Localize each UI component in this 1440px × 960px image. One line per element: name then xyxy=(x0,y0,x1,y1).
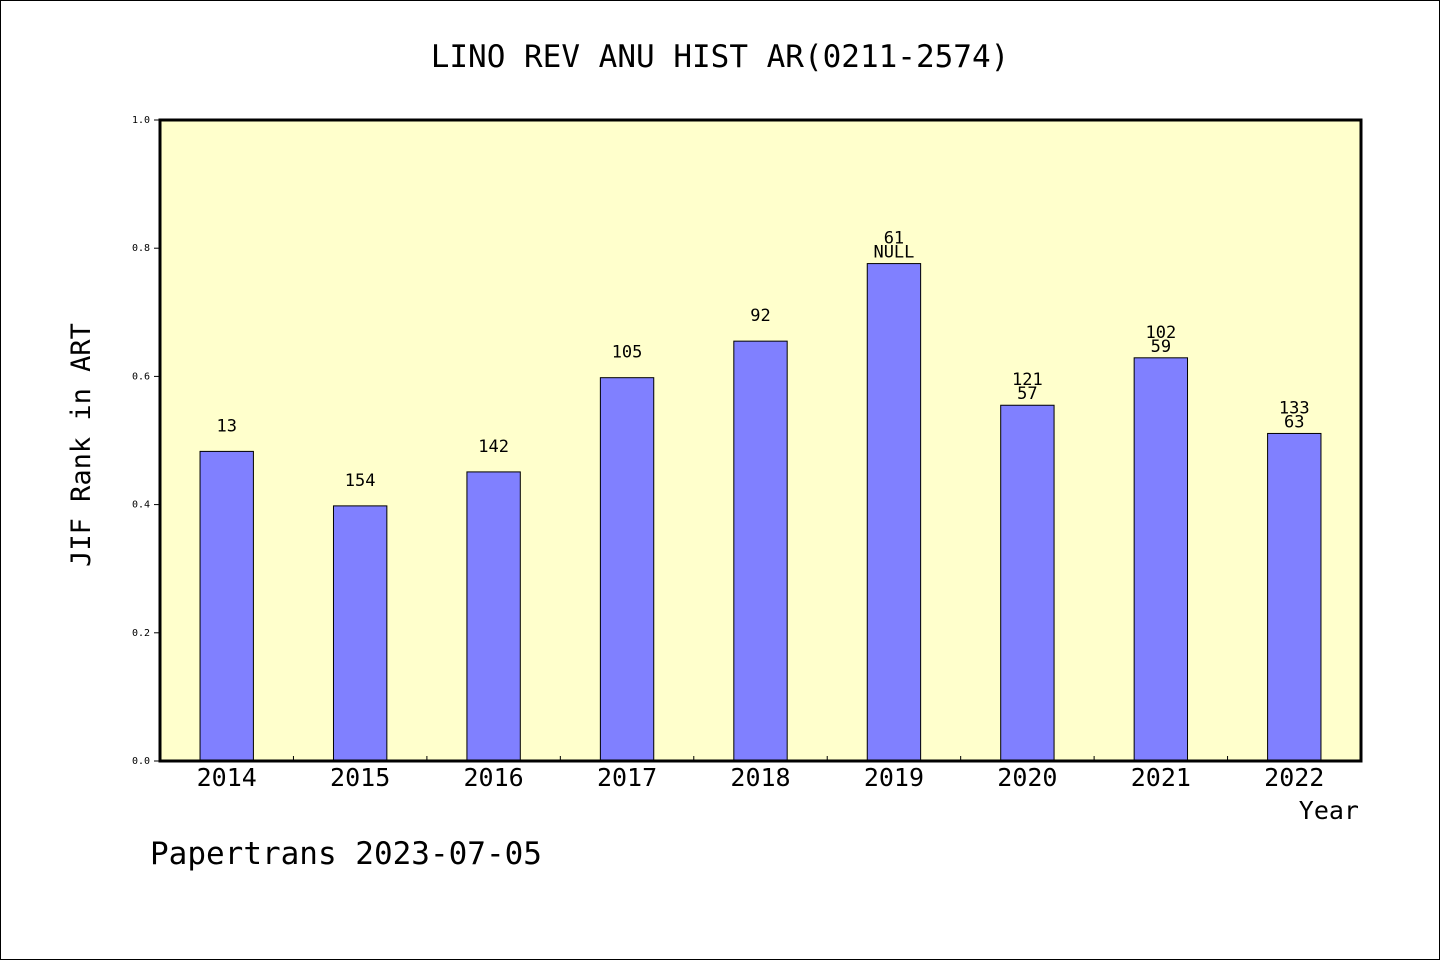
value-label-bottom: 63 xyxy=(1284,412,1304,432)
x-tick-label: 2018 xyxy=(730,763,790,792)
value-label-top: 142 xyxy=(478,437,509,457)
value-label-top: 61 xyxy=(884,229,904,249)
footer-date: Papertrans 2023-07-05 xyxy=(150,836,542,872)
bar-2016 xyxy=(466,471,521,762)
plot-border xyxy=(158,118,1363,763)
bar-2018 xyxy=(733,340,788,762)
value-label-top: 13 xyxy=(216,416,236,436)
bar-2019 xyxy=(866,263,922,762)
chart-title: LINO REV ANU HIST AR(0211-2574) xyxy=(431,39,1010,75)
y-axis-ticks: 0.0 0.2 0.4 0.6 0.8 1.0 xyxy=(132,115,160,767)
y-tick-label: 0.4 xyxy=(132,500,150,511)
x-tick-label: 2015 xyxy=(330,763,390,792)
value-label-top: 92 xyxy=(750,306,770,326)
value-label-bottom: 57 xyxy=(1017,384,1037,404)
bar-2020 xyxy=(1000,404,1055,762)
value-label-top: 133 xyxy=(1279,398,1310,418)
value-label-bottom: NULL xyxy=(873,243,914,263)
x-tick-label: 2020 xyxy=(997,763,1057,792)
value-label-top: 105 xyxy=(612,343,643,363)
x-tick-label: 2017 xyxy=(597,763,657,792)
bar-2021 xyxy=(1133,357,1189,762)
y-tick-label: 0.6 xyxy=(132,371,150,382)
value-label-top: 121 xyxy=(1012,370,1043,390)
bar-2014 xyxy=(199,450,254,762)
bar-2022 xyxy=(1267,432,1322,762)
bar-2015 xyxy=(332,505,388,762)
value-label-bottom: 59 xyxy=(1151,337,1171,357)
bars xyxy=(199,263,1322,762)
x-axis-label: Year xyxy=(1299,796,1359,825)
x-tick-label: 2022 xyxy=(1264,763,1324,792)
x-tick-label: 2014 xyxy=(197,763,257,792)
value-label-top: 102 xyxy=(1145,323,1176,343)
y-tick-label: 0.0 xyxy=(132,756,150,767)
value-label-top: 154 xyxy=(345,471,376,491)
y-tick-label: 0.2 xyxy=(132,628,150,639)
x-tick-label: 2019 xyxy=(864,763,924,792)
y-axis-label: JIF Rank in ART xyxy=(66,323,97,567)
bar-2017 xyxy=(599,377,655,762)
y-tick-label: 1.0 xyxy=(132,115,150,126)
x-axis-ticks: 2014 2015 2016 2017 2018 2019 2020 2021 2022 xyxy=(197,756,1324,792)
x-tick-label: 2021 xyxy=(1131,763,1191,792)
x-tick-label: 2016 xyxy=(464,763,524,792)
y-tick-label: 0.8 xyxy=(132,243,150,254)
